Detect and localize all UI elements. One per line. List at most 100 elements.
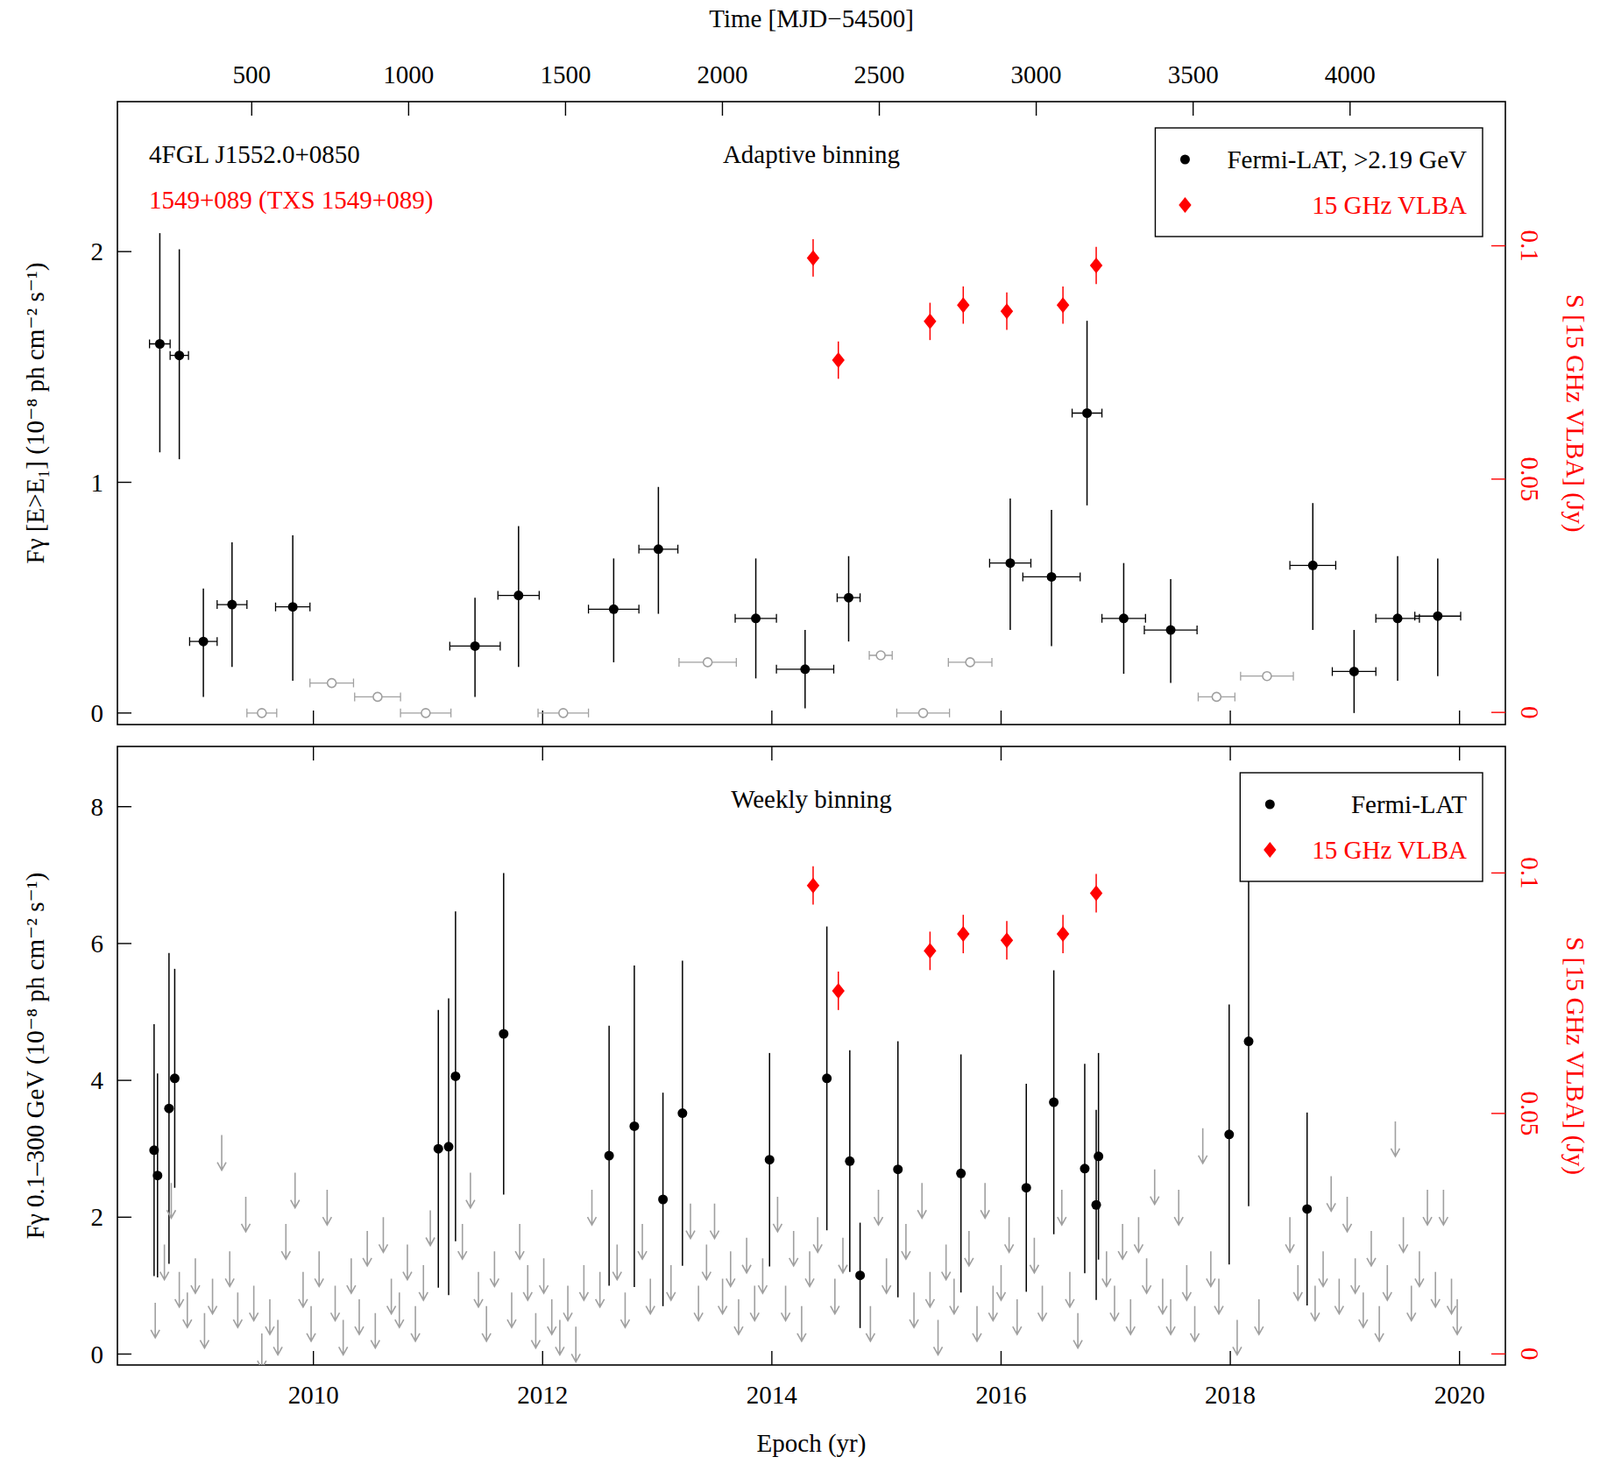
upper-limit [265,1299,275,1335]
upper-limit [797,1306,807,1342]
upper-limit [571,1326,581,1362]
upper-limit [1206,1251,1216,1287]
x-tick-top [771,746,772,761]
x-tick-label: 2016 [975,1380,1027,1409]
upper-limit [1293,1265,1303,1301]
x2-tick-label: 3500 [1168,60,1219,89]
point [956,297,970,313]
upper-limit [281,1224,291,1260]
upper-limit [1342,1196,1352,1232]
upper-limit [1012,1299,1022,1335]
y-axis-label: Fγ [E>E₁] (10⁻⁸ ph cm⁻² s⁻¹) [21,262,50,565]
upper-limit [1326,1175,1336,1211]
upper-limit [874,1189,884,1225]
x-tick-label: 2010 [288,1380,340,1409]
upper-limit [781,1285,791,1321]
upper-limit [1232,1319,1242,1355]
x-tick [1229,710,1231,725]
upper-limit [1166,1299,1176,1335]
point [1079,1163,1090,1174]
upper-limit [917,1182,927,1218]
upper-limit [750,1285,759,1321]
y2-tick [1491,1353,1506,1355]
y-axis-label: Fγ 0.1–300 GeV (10⁻⁸ ph cm⁻² s⁻¹) [21,872,50,1239]
upper-limit [249,1285,259,1321]
point [1224,1129,1234,1140]
point [498,1029,509,1040]
point [1244,1036,1254,1047]
point [1302,1203,1312,1214]
upper-limit [645,1279,655,1315]
upper-limit [620,1292,630,1328]
x2-tick [1035,101,1037,116]
x2-axis-label: Time [MJD−54500] [708,4,914,33]
upper-limit [474,1272,483,1308]
upper-limit [1198,1128,1208,1164]
series [149,233,1461,714]
upper-limit [941,1245,951,1281]
series [150,1121,1462,1366]
upper-limit [217,1135,227,1171]
upper-limit [208,1279,218,1315]
upper-limit [805,1251,815,1287]
upper-limit [403,1245,412,1281]
upper-limit [838,1238,848,1274]
upper-limit [233,1292,242,1328]
upper-limit [579,1265,588,1301]
x-error-bar [989,559,1031,568]
upper-limit [1430,1272,1440,1308]
upper-limit [314,1251,324,1287]
point [855,1270,865,1281]
x-tick [771,710,772,725]
upper-limit [925,1272,935,1308]
upper-limit [1158,1279,1168,1315]
y2-tick-label: 0.1 [1515,856,1544,889]
x2-tick-label: 2000 [696,60,748,89]
upper-limit [183,1292,192,1328]
upper-limit [378,1217,388,1253]
x-error-bar [679,658,737,667]
y2-tick-label: 0.05 [1515,1091,1544,1137]
upper-limit [742,1238,751,1274]
upper-limit [331,1285,340,1321]
upper-limit [515,1224,524,1260]
y-tick-label: 4 [91,1066,105,1095]
x2-tick [722,101,723,116]
x-error-bar [400,708,452,718]
y-tick-label: 2 [91,237,105,266]
point [1005,558,1015,568]
point [1118,613,1129,624]
series [247,651,1294,718]
point [559,708,568,718]
y2-tick [1491,711,1506,713]
point [807,249,820,266]
upper-limit [387,1279,397,1315]
upper-limit [934,1319,943,1355]
point [421,708,431,718]
x-tick-label: 2018 [1204,1380,1256,1409]
x-error-bar [1289,560,1336,570]
upper-limit [996,1265,1006,1301]
legend-label: 15 GHz VLBA [1311,191,1467,220]
upper-limit [1366,1231,1376,1267]
x-error-bar [1072,409,1103,418]
point [764,1154,775,1165]
x-error-bar [638,545,678,554]
upper-limit [418,1265,428,1301]
x-tick [1458,1351,1460,1366]
x2-tick [251,101,253,116]
upper-limit [980,1182,990,1218]
x-tick [1458,710,1460,725]
upper-limit [1065,1272,1075,1308]
upper-limit [1318,1251,1328,1287]
x-error-bar [948,658,992,667]
point [919,708,928,718]
x-error-bar [776,665,834,674]
upper-limit [273,1319,283,1355]
x-error-bar [149,339,171,349]
x-error-bar [1102,614,1147,624]
upper-limit [370,1313,380,1349]
upper-limit [772,1196,782,1232]
upper-limit [1407,1285,1416,1321]
upper-limit [240,1196,250,1232]
